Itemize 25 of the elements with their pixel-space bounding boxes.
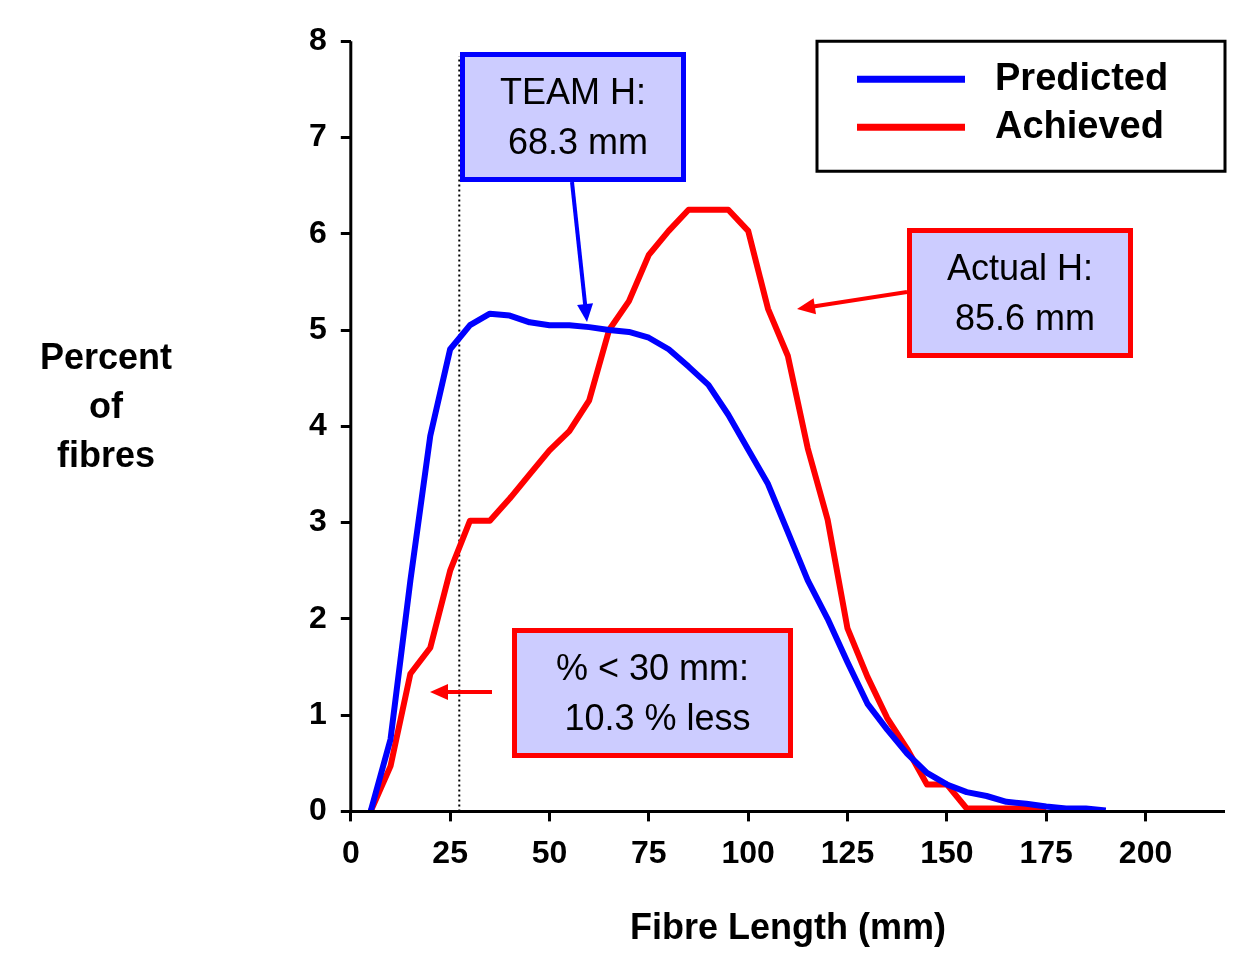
- y-tick-label: 0: [309, 791, 327, 828]
- annotation: TEAM H: 68.3 mm: [499, 70, 649, 164]
- annotation: Actual H: 85.6 mm: [945, 246, 1096, 340]
- y-tick-label: 1: [309, 694, 327, 731]
- y-tick-label: 5: [309, 309, 327, 346]
- x-tick-label: 75: [631, 834, 667, 871]
- x-axis-title: Fibre Length (mm): [629, 906, 946, 948]
- x-tick-label: 125: [820, 834, 875, 871]
- legend-label: Predicted: [995, 55, 1169, 98]
- y-axis-title: Percent of fibres: [39, 336, 173, 476]
- legend-label: Achieved: [995, 103, 1164, 146]
- x-tick-label: 50: [531, 834, 568, 871]
- x-tick-label: 100: [721, 834, 775, 871]
- x-tick-label: 150: [920, 834, 974, 871]
- x-tick-label: 200: [1118, 834, 1173, 871]
- y-tick-label: 8: [309, 21, 327, 58]
- y-tick-label: 7: [309, 117, 327, 154]
- x-tick-label: 25: [432, 834, 468, 871]
- annotation: % < 30 mm: 10.3 % less: [554, 646, 751, 740]
- y-tick-label: 2: [309, 598, 327, 635]
- y-tick-label: 6: [309, 213, 327, 250]
- x-tick-label: 0: [341, 834, 360, 871]
- x-tick-label: 175: [1019, 834, 1073, 871]
- y-tick-label: 3: [309, 502, 327, 539]
- y-tick-label: 4: [309, 406, 327, 443]
